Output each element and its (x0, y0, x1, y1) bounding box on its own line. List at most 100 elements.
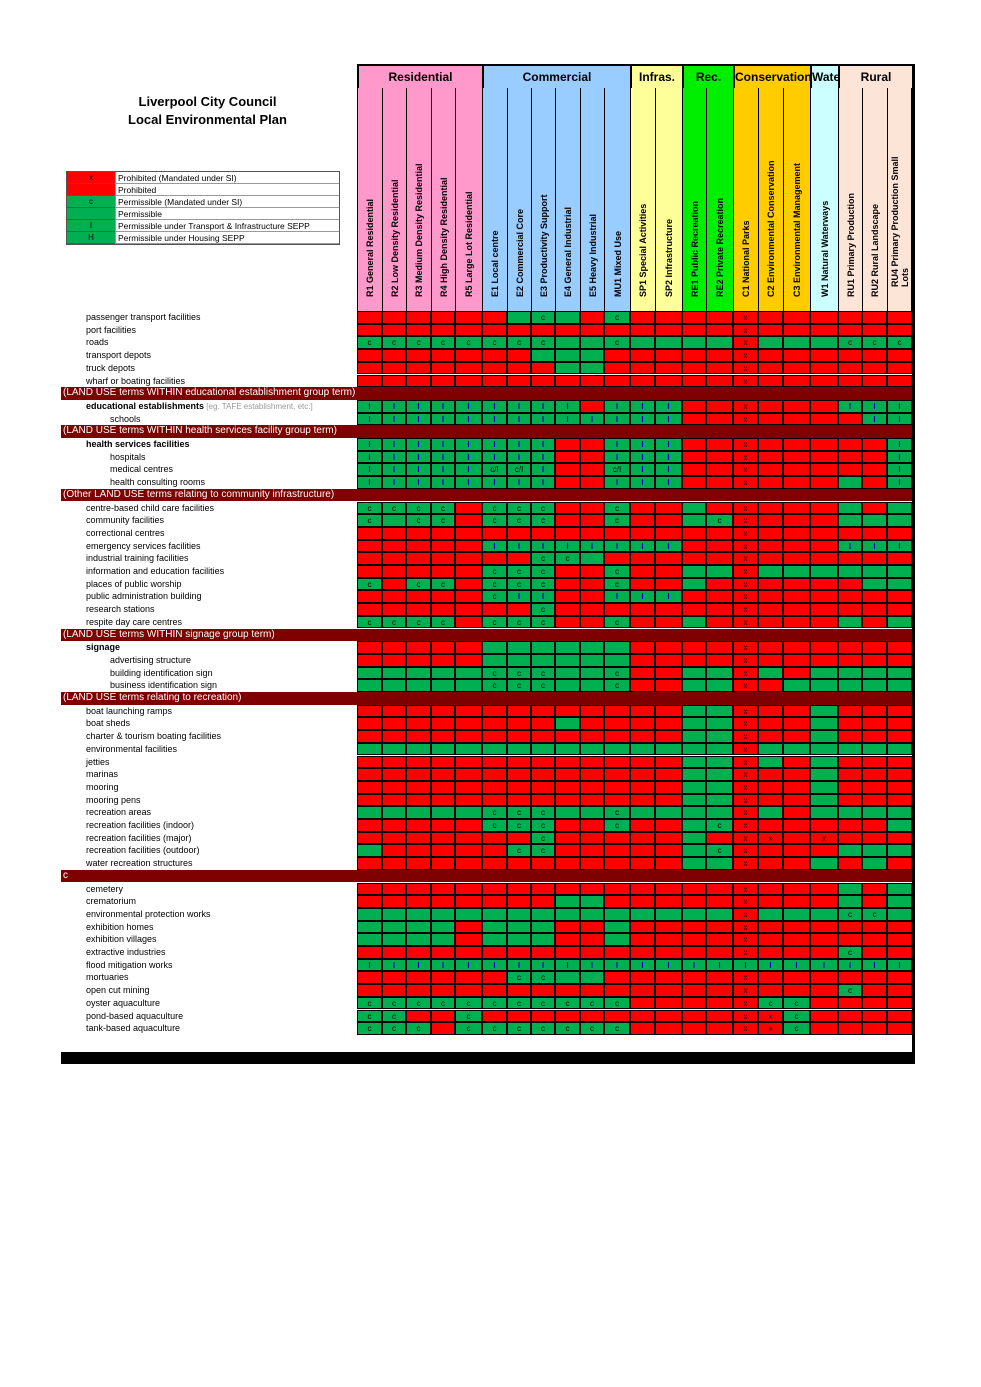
permission-cell: I (604, 539, 630, 553)
permission-cell (555, 768, 580, 781)
permission-cell (455, 907, 482, 921)
permission-cell (455, 831, 482, 845)
zone-header: C1 National Parks (733, 88, 758, 311)
land-use-label: exhibition villages (86, 933, 157, 946)
zone-group-rec: Rec. (682, 64, 733, 88)
permission-cell (862, 819, 887, 832)
permission-cell (580, 526, 604, 540)
permission-cell (887, 984, 912, 997)
permission-cell (406, 730, 431, 743)
permission-cell (838, 666, 862, 680)
permission-cell (455, 666, 482, 680)
permission-cell (482, 857, 507, 870)
permission-cell (357, 590, 382, 604)
permission-cell (555, 730, 580, 743)
zone-header: R3 Medium Density Residential (406, 88, 431, 311)
permission-cell: c (357, 615, 382, 629)
permission-cell (810, 450, 838, 464)
permission-cell (555, 742, 580, 756)
section-separator: (LAND USE terms WITHIN health services f… (61, 425, 912, 438)
permission-cell: x (733, 831, 758, 845)
permission-cell (630, 742, 655, 756)
permission-cell (455, 780, 482, 794)
permission-cell: I (862, 412, 887, 426)
permission-cell (862, 514, 887, 527)
permission-cell (682, 882, 706, 896)
permission-cell (580, 552, 604, 565)
permission-cell: I (655, 539, 682, 553)
permission-cell: x (733, 768, 758, 781)
permission-cell (810, 730, 838, 743)
permission-cell: I (507, 590, 531, 604)
permission-cell (357, 780, 382, 794)
permission-cell: c (531, 1022, 555, 1035)
permission-cell (655, 730, 682, 743)
permission-cell (580, 399, 604, 413)
permission-cell (630, 971, 655, 985)
permission-cell (862, 666, 887, 680)
zone-label: RU1 Primary Production (845, 192, 856, 297)
permission-cell: I (406, 412, 431, 426)
permission-cell (357, 361, 382, 375)
permission-cell (810, 349, 838, 362)
plan-title: Local Environmental Plan (128, 112, 287, 127)
permission-cell (810, 641, 838, 654)
permission-cell: I (406, 476, 431, 489)
permission-cell: c (507, 577, 531, 591)
permission-cell (887, 755, 912, 769)
permission-cell (887, 793, 912, 807)
permission-cell: I (783, 958, 810, 972)
permission-cell: I (555, 412, 580, 426)
land-use-label: wharf or boating facilities (86, 375, 185, 388)
permission-cell (431, 666, 455, 680)
permission-cell: c/I (507, 463, 531, 477)
permission-cell (455, 679, 482, 692)
permission-cell (357, 742, 382, 756)
permission-cell: c (531, 679, 555, 692)
permission-cell (706, 476, 733, 489)
permission-cell (482, 603, 507, 616)
permission-cell (655, 844, 682, 858)
land-use-name: marinas (86, 769, 119, 780)
permission-cell: c (531, 552, 555, 565)
permission-cell: x (733, 412, 758, 426)
permission-cell: c (531, 514, 555, 527)
permission-cell: I (655, 463, 682, 477)
permission-cell: x (733, 793, 758, 807)
permission-cell: I (357, 438, 382, 451)
permission-cell (706, 323, 733, 337)
permission-cell: I (838, 399, 862, 413)
permission-cell (431, 793, 455, 807)
permission-cell (382, 806, 406, 819)
permission-cell (810, 742, 838, 756)
permission-cell (810, 857, 838, 870)
permission-cell (630, 717, 655, 731)
permission-cell: c (406, 1022, 431, 1035)
land-use-name: centre-based child care facilities (86, 502, 215, 513)
land-use-name: schools (110, 413, 141, 424)
permission-cell (531, 920, 555, 934)
permission-cell (482, 895, 507, 908)
permission-cell: x (733, 526, 758, 540)
permission-cell (655, 895, 682, 908)
permission-cell (783, 717, 810, 731)
land-use-label: port facilities (86, 324, 136, 337)
permission-cell: c (482, 666, 507, 680)
permission-cell (887, 666, 912, 680)
permission-cell: x (733, 1009, 758, 1023)
permission-cell (555, 577, 580, 591)
permission-cell (580, 603, 604, 616)
permission-cell (862, 615, 887, 629)
permission-cell (758, 514, 783, 527)
permission-cell (580, 844, 604, 858)
permission-cell (630, 844, 655, 858)
permission-cell (838, 679, 862, 692)
permission-cell (431, 565, 455, 578)
zone-header: RE2 Private Recreation (706, 88, 733, 311)
permission-cell (580, 311, 604, 324)
council-title: Liverpool City Council (138, 94, 277, 109)
permission-cell (862, 552, 887, 565)
permission-cell: x (733, 501, 758, 515)
permission-cell (555, 641, 580, 654)
permission-cell (706, 971, 733, 985)
